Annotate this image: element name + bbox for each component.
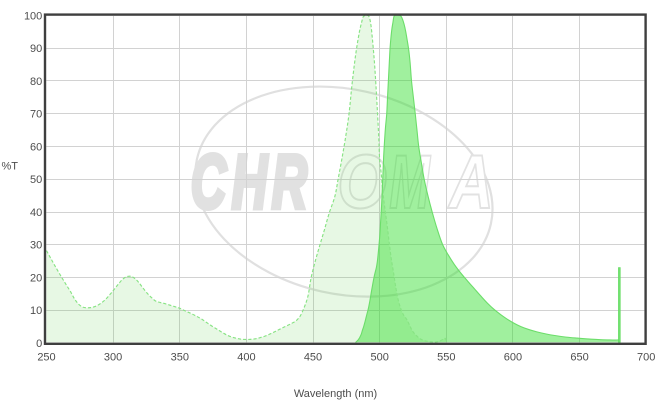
svg-text:550: 550 [437,352,455,364]
svg-text:20: 20 [30,272,42,284]
svg-text:700: 700 [637,352,655,364]
svg-text:40: 40 [30,207,42,219]
svg-text:A: A [447,139,494,225]
svg-text:C: C [191,139,227,225]
svg-text:450: 450 [304,352,322,364]
svg-text:Wavelength (nm): Wavelength (nm) [294,388,377,400]
svg-text:70: 70 [30,109,42,121]
svg-text:R: R [272,139,307,225]
svg-text:650: 650 [570,352,588,364]
svg-text:400: 400 [237,352,255,364]
svg-text:300: 300 [104,352,122,364]
svg-text:600: 600 [504,352,522,364]
svg-text:500: 500 [371,352,389,364]
svg-text:%T: %T [2,160,19,172]
svg-text:250: 250 [37,352,55,364]
svg-text:50: 50 [30,174,42,186]
svg-text:350: 350 [171,352,189,364]
svg-text:10: 10 [30,305,42,317]
svg-text:100: 100 [24,10,42,22]
svg-text:H: H [232,139,269,225]
svg-text:80: 80 [30,76,42,88]
svg-text:60: 60 [30,141,42,153]
svg-text:30: 30 [30,240,42,252]
svg-text:90: 90 [30,43,42,55]
svg-text:0: 0 [36,338,42,350]
